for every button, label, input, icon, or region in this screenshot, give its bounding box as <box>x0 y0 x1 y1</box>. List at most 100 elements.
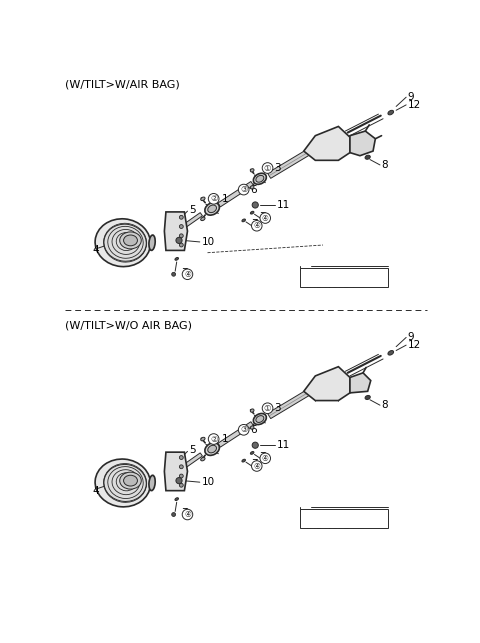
Ellipse shape <box>205 443 219 455</box>
Bar <box>300 509 388 528</box>
Ellipse shape <box>251 451 254 455</box>
Ellipse shape <box>388 350 394 355</box>
Circle shape <box>172 273 176 276</box>
Text: 8: 8 <box>382 160 388 170</box>
Text: 11: 11 <box>277 200 290 210</box>
Text: 7: 7 <box>251 219 257 230</box>
Polygon shape <box>164 212 188 250</box>
Ellipse shape <box>201 437 205 441</box>
Ellipse shape <box>201 457 205 461</box>
Text: 1: 1 <box>221 434 228 444</box>
Text: 12: 12 <box>408 340 421 350</box>
Circle shape <box>180 243 183 247</box>
Ellipse shape <box>253 413 266 424</box>
Text: 7: 7 <box>181 508 188 518</box>
Circle shape <box>180 234 183 238</box>
Circle shape <box>172 512 176 516</box>
Ellipse shape <box>388 111 394 115</box>
Ellipse shape <box>251 212 254 214</box>
Ellipse shape <box>123 475 137 486</box>
Ellipse shape <box>120 472 141 489</box>
Circle shape <box>180 465 183 469</box>
Text: 9: 9 <box>408 92 414 102</box>
Ellipse shape <box>208 205 216 213</box>
Ellipse shape <box>256 415 264 422</box>
Ellipse shape <box>95 459 151 507</box>
Text: 3: 3 <box>275 163 281 173</box>
Text: 12: 12 <box>408 100 421 110</box>
Circle shape <box>180 215 183 219</box>
Ellipse shape <box>256 176 264 182</box>
Polygon shape <box>267 145 317 178</box>
Polygon shape <box>267 386 317 419</box>
Text: 11: 11 <box>277 440 290 450</box>
Ellipse shape <box>149 475 155 491</box>
Text: 5: 5 <box>189 204 196 215</box>
Ellipse shape <box>208 446 216 453</box>
Circle shape <box>180 484 183 487</box>
Text: NOTE: NOTE <box>304 273 332 282</box>
Text: ①: ① <box>264 163 271 172</box>
Text: 6: 6 <box>251 185 257 195</box>
Text: 6: 6 <box>251 425 257 435</box>
Ellipse shape <box>205 203 219 215</box>
Text: ②: ② <box>210 194 217 203</box>
Polygon shape <box>185 213 203 226</box>
Text: 4: 4 <box>92 246 98 255</box>
Ellipse shape <box>149 235 155 250</box>
Polygon shape <box>304 367 350 401</box>
Text: (W/TILT>W/AIR BAG): (W/TILT>W/AIR BAG) <box>65 80 180 90</box>
Text: 10: 10 <box>201 237 215 247</box>
Text: ①: ① <box>264 404 271 413</box>
Text: 7: 7 <box>259 452 266 462</box>
Text: THE NO. 2 : ① ~ ④: THE NO. 2 : ① ~ ④ <box>304 281 387 290</box>
Text: ④: ④ <box>253 462 260 471</box>
Polygon shape <box>218 422 253 447</box>
Text: NOTE: NOTE <box>304 514 332 523</box>
Polygon shape <box>350 373 371 393</box>
Text: 8: 8 <box>382 400 388 410</box>
Text: ④: ④ <box>262 213 269 222</box>
Text: ④: ④ <box>184 510 191 519</box>
Text: 7: 7 <box>251 460 257 469</box>
Ellipse shape <box>104 464 146 502</box>
Text: 7: 7 <box>181 267 188 278</box>
Text: 5: 5 <box>189 445 196 455</box>
Ellipse shape <box>175 257 179 260</box>
Ellipse shape <box>201 217 205 221</box>
Ellipse shape <box>175 498 179 500</box>
Ellipse shape <box>242 219 245 222</box>
Polygon shape <box>164 452 188 491</box>
Circle shape <box>176 237 182 244</box>
Polygon shape <box>350 131 375 156</box>
Text: ②: ② <box>210 435 217 444</box>
Polygon shape <box>185 453 203 467</box>
Text: ④: ④ <box>262 454 269 463</box>
Text: ③: ③ <box>240 185 248 194</box>
Polygon shape <box>218 181 253 207</box>
Circle shape <box>180 456 183 460</box>
Ellipse shape <box>104 224 146 261</box>
Ellipse shape <box>251 186 254 189</box>
Ellipse shape <box>251 426 254 429</box>
Ellipse shape <box>242 459 245 462</box>
Text: 3: 3 <box>275 403 281 413</box>
Text: 7: 7 <box>259 212 266 222</box>
Circle shape <box>252 202 258 208</box>
Bar <box>300 268 388 287</box>
Circle shape <box>252 442 258 448</box>
Text: (W/TILT>W/O AIR BAG): (W/TILT>W/O AIR BAG) <box>65 321 192 331</box>
Ellipse shape <box>251 409 254 412</box>
Text: 1: 1 <box>221 194 228 204</box>
Ellipse shape <box>120 232 141 249</box>
Text: 4: 4 <box>92 485 98 496</box>
Text: ④: ④ <box>184 270 191 279</box>
Circle shape <box>180 224 183 228</box>
Circle shape <box>180 474 183 478</box>
Text: ④: ④ <box>253 221 260 230</box>
Ellipse shape <box>365 395 370 399</box>
Text: ③: ③ <box>240 425 248 434</box>
Text: 9: 9 <box>408 332 414 343</box>
Ellipse shape <box>123 235 137 246</box>
Polygon shape <box>304 127 350 160</box>
